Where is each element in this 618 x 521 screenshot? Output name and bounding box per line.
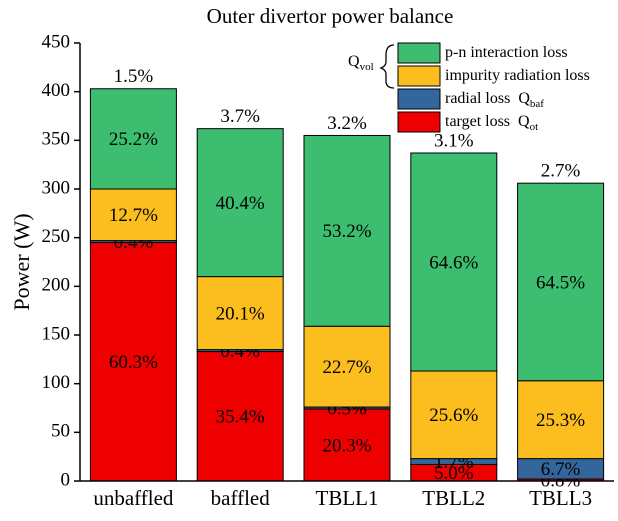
legend-subscript: baf <box>530 98 544 110</box>
legend-name: impurity radiation loss <box>445 67 590 84</box>
legend-subscript: ot <box>530 121 539 133</box>
legend-swatch <box>397 88 441 110</box>
x-tick-label: TBLL2 <box>422 486 485 510</box>
chart-title: Outer divertor power balance <box>207 4 454 28</box>
bar-segment <box>89 188 177 242</box>
bar-segment <box>196 128 284 278</box>
bar-segment <box>303 134 391 327</box>
legend-brace <box>379 44 395 89</box>
value-label: 25.3% <box>536 410 585 431</box>
value-label: 35.4% <box>216 407 265 428</box>
y-tick-label: 200 <box>42 275 71 296</box>
value-label: 64.5% <box>536 272 585 293</box>
x-tick-label: unbaffled <box>93 486 174 510</box>
y-tick-label: 250 <box>42 226 71 247</box>
top-label: 2.7% <box>541 161 581 182</box>
bar-segment <box>303 325 391 408</box>
legend-label: radial loss Qbaf <box>445 90 544 110</box>
bar-segment <box>517 182 605 382</box>
legend-swatch <box>397 65 441 87</box>
legend-symbol: Q <box>518 113 530 130</box>
legend-symbol: Q <box>518 90 530 107</box>
top-label: 3.7% <box>220 106 260 127</box>
bar-segment <box>89 88 177 190</box>
x-tick-label: baffled <box>211 486 271 510</box>
legend-name: target loss <box>445 113 510 130</box>
y-tick-label: 100 <box>42 372 71 393</box>
value-label: 64.6% <box>429 252 478 273</box>
y-axis-label: Power (W) <box>9 213 34 310</box>
value-label: 20.3% <box>322 435 371 456</box>
top-label: 3.2% <box>327 113 367 134</box>
value-label: 25.2% <box>109 129 158 150</box>
value-label: 40.4% <box>216 193 265 214</box>
value-label: 5.0% <box>434 463 474 484</box>
legend-group-symbol: Q <box>348 53 360 70</box>
legend-group-label: Qvol <box>348 53 374 73</box>
y-tick-label: 0 <box>61 469 71 490</box>
top-label: 1.5% <box>114 66 154 87</box>
y-tick-label: 150 <box>42 323 71 344</box>
value-label: 60.3% <box>109 352 158 373</box>
value-label: 22.7% <box>322 357 371 378</box>
y-tick-label: 450 <box>42 31 71 52</box>
legend-group-subscript: vol <box>360 61 374 73</box>
legend-name: radial loss <box>445 90 510 107</box>
bar-segment <box>517 380 605 460</box>
x-tick-label: TBLL3 <box>529 486 592 510</box>
x-tick-label: TBLL1 <box>316 486 379 510</box>
legend-name: p-n interaction loss <box>445 44 568 61</box>
value-label: 20.1% <box>216 303 265 324</box>
top-label: 3.1% <box>434 130 474 151</box>
legend-label: p-n interaction loss <box>445 44 568 61</box>
y-tick-label: 50 <box>51 421 70 442</box>
bar-segment <box>410 152 498 372</box>
value-label: 12.7% <box>109 205 158 226</box>
bar-segment <box>410 370 498 460</box>
y-tick-label: 350 <box>42 129 71 150</box>
y-tick-label: 400 <box>42 80 71 101</box>
legend-label: impurity radiation loss <box>445 67 590 84</box>
y-tick-label: 300 <box>42 177 71 198</box>
legend-label: target loss Qot <box>445 113 538 133</box>
legend-swatch <box>397 111 441 133</box>
value-label: 53.2% <box>322 221 371 242</box>
legend-swatch <box>397 42 441 64</box>
value-label: 6.7% <box>541 459 581 480</box>
value-label: 25.6% <box>429 405 478 426</box>
